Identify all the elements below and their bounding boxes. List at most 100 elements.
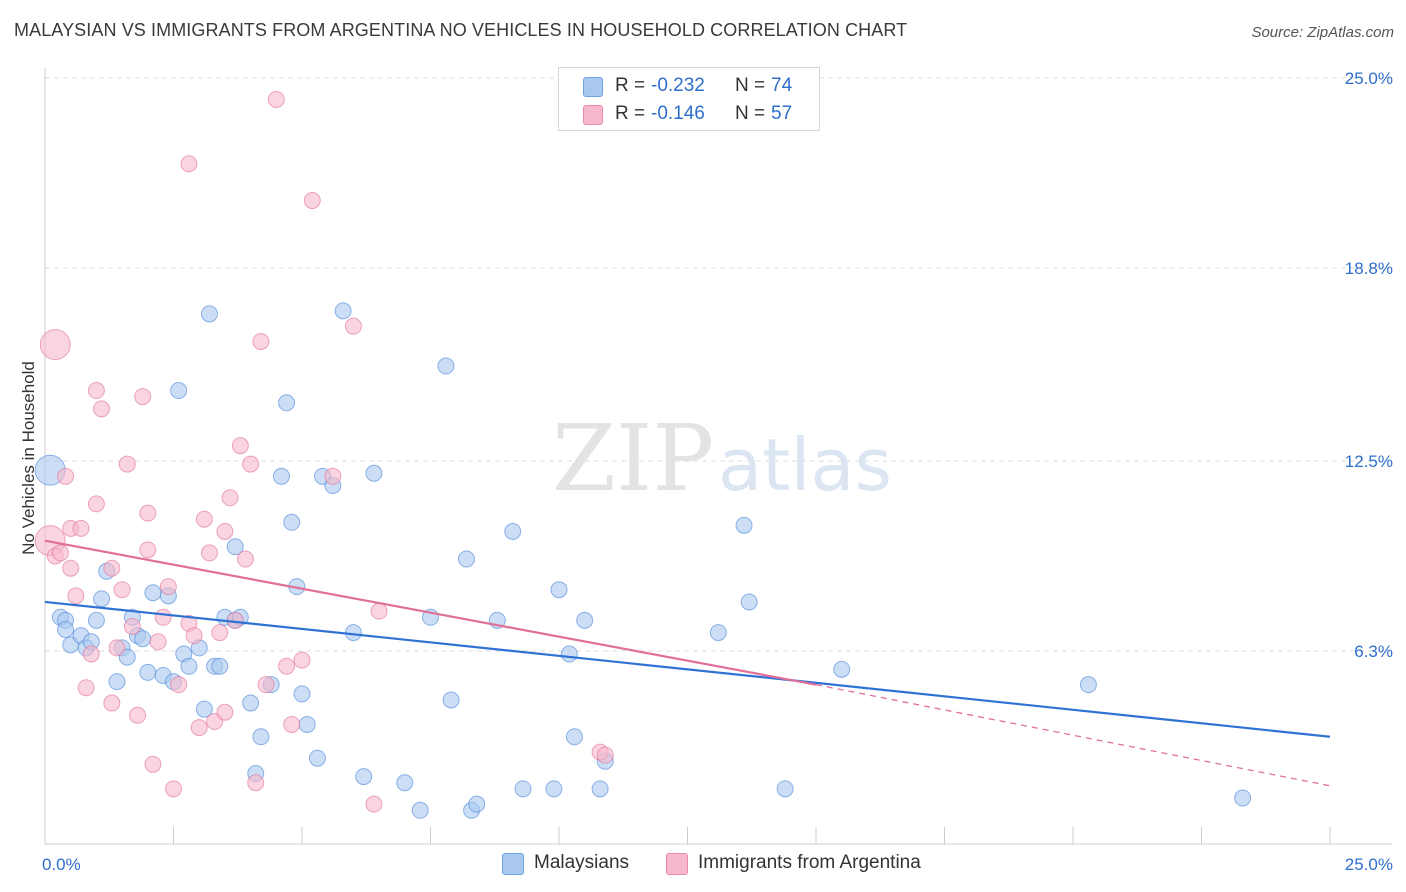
point-malaysians [144, 584, 162, 602]
point-argentina [200, 544, 218, 562]
point-argentina [170, 676, 188, 694]
point-malaysians [200, 305, 218, 323]
point-argentina [87, 495, 105, 513]
legend-row-malaysians: R = -0.232 N = 74 [559, 72, 819, 100]
point-argentina [123, 617, 141, 635]
legend-row-argentina: R = -0.146 N = 57 [559, 100, 819, 128]
point-malaysians [334, 302, 352, 320]
legend-n-label: N = [735, 103, 766, 124]
point-malaysians [87, 611, 105, 629]
x-tick-label-max: 25.0% [1345, 855, 1393, 874]
y-axis-label: No Vehicles in Household [19, 361, 38, 555]
gridlines [45, 77, 1390, 652]
point-malaysians [57, 621, 75, 639]
point-malaysians [195, 700, 213, 718]
point-argentina [39, 329, 71, 361]
series-argentina-points [34, 90, 614, 813]
bottom-legend-swatch-malaysians [502, 853, 524, 875]
point-argentina [93, 400, 111, 418]
point-malaysians [514, 780, 532, 798]
point-malaysians [437, 357, 455, 375]
point-malaysians [298, 716, 316, 734]
point-argentina [139, 541, 157, 559]
point-argentina [159, 578, 177, 596]
y-tick-label: 12.5% [1345, 452, 1393, 471]
trend-lines [44, 539, 1331, 787]
point-argentina [82, 645, 100, 663]
point-malaysians [308, 749, 326, 767]
legend-r-value: -0.146 [651, 103, 705, 124]
point-malaysians [576, 611, 594, 629]
point-malaysians [272, 467, 290, 485]
watermark: ZIP atlas [552, 405, 892, 512]
point-malaysians [283, 513, 301, 531]
point-malaysians [170, 382, 188, 400]
point-malaysians [545, 780, 563, 798]
point-argentina [134, 388, 152, 406]
point-malaysians [776, 780, 794, 798]
point-malaysians [108, 673, 126, 691]
point-malaysians [1234, 789, 1252, 807]
point-malaysians [442, 691, 460, 709]
point-argentina [118, 455, 136, 473]
point-malaysians [180, 657, 198, 675]
bottom-legend-swatch-argentina [666, 853, 688, 875]
point-argentina [129, 706, 147, 724]
legend-r-value: -0.232 [651, 75, 705, 96]
point-malaysians [457, 550, 475, 568]
point-argentina [154, 608, 172, 626]
point-argentina [62, 559, 80, 577]
point-argentina [242, 455, 260, 473]
point-argentina [165, 780, 182, 798]
bottom-legend-label: Immigrants from Argentina [698, 852, 921, 873]
legend-r-label: R = [615, 75, 646, 96]
point-malaysians [344, 624, 362, 642]
legend-n-label: N = [735, 75, 766, 96]
point-argentina [324, 467, 342, 485]
point-argentina [252, 333, 270, 351]
point-argentina [180, 155, 198, 173]
point-argentina [221, 489, 239, 507]
point-argentina [303, 192, 321, 210]
point-argentina [113, 581, 131, 599]
legend-n-value: 57 [771, 103, 793, 124]
point-malaysians [565, 728, 583, 746]
point-malaysians [226, 538, 244, 556]
point-argentina [216, 522, 234, 540]
point-argentina [365, 795, 383, 813]
point-argentina [267, 90, 285, 108]
trend-line-malaysians [44, 600, 1331, 738]
y-tick-label: 18.8% [1345, 259, 1393, 278]
point-argentina [596, 746, 614, 764]
point-malaysians [468, 795, 486, 813]
point-argentina [344, 317, 362, 335]
x-tick-label-min: 0.0% [42, 855, 81, 874]
point-argentina [51, 544, 69, 562]
point-malaysians [396, 774, 414, 792]
point-argentina [72, 519, 90, 537]
point-argentina [278, 657, 296, 675]
watermark-zip: ZIP [552, 405, 714, 512]
tick-labels: 6.3% 12.5% 18.8% 25.0% 0.0% 25.0% [42, 69, 1393, 874]
point-malaysians [93, 590, 111, 608]
point-malaysians [735, 516, 753, 534]
point-argentina [283, 716, 301, 734]
point-argentina [293, 651, 311, 669]
y-tick-label: 6.3% [1354, 642, 1393, 661]
point-malaysians [550, 581, 568, 599]
point-malaysians [504, 522, 522, 540]
point-argentina [370, 602, 388, 620]
point-malaysians [591, 780, 609, 798]
point-malaysians [833, 660, 851, 678]
trend-line-argentina [44, 539, 817, 686]
point-argentina [231, 437, 249, 455]
point-argentina [77, 679, 95, 697]
point-argentina [195, 510, 213, 528]
chart-title: MALAYSIAN VS IMMIGRANTS FROM ARGENTINA N… [14, 20, 908, 40]
point-argentina [190, 719, 208, 737]
point-argentina [67, 587, 85, 605]
point-malaysians [560, 645, 578, 663]
point-malaysians [709, 624, 727, 642]
point-argentina [216, 703, 234, 721]
